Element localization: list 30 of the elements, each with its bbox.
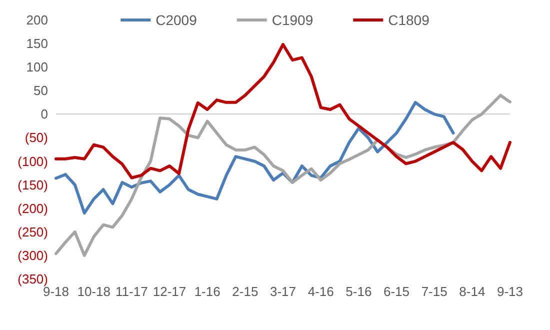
y-tick-label: 150 bbox=[26, 36, 48, 52]
x-tick-label: 7-15 bbox=[421, 284, 448, 299]
y-tick-label: (250) bbox=[18, 224, 48, 240]
x-tick-label: 5-16 bbox=[346, 284, 372, 299]
y-tick-label: (150) bbox=[18, 177, 48, 192]
legend-label: C2009 bbox=[156, 12, 198, 28]
x-tick-label: 11-17 bbox=[116, 284, 148, 299]
line-series bbox=[54, 94, 512, 257]
y-tick-label: (300) bbox=[18, 248, 48, 263]
x-tick-label: 3-17 bbox=[270, 284, 296, 299]
x-tick-label: 9-13 bbox=[496, 284, 524, 299]
x-tick-label: 4-16 bbox=[308, 284, 334, 299]
legend-label: C1809 bbox=[388, 12, 430, 28]
x-tick-label: 1-16 bbox=[194, 284, 220, 299]
x-tick-label: 12-17 bbox=[152, 284, 186, 299]
x-tick-label: 10-18 bbox=[77, 284, 110, 299]
y-tick-label: (200) bbox=[18, 200, 48, 216]
line-series bbox=[54, 100, 455, 215]
x-tick-label: 8-14 bbox=[459, 284, 486, 299]
y-tick-label: 100 bbox=[26, 60, 48, 75]
y-tick-label: 200 bbox=[26, 12, 48, 28]
x-tick-label: 2-15 bbox=[232, 284, 258, 299]
legend-label: C1909 bbox=[272, 12, 314, 28]
y-tick-label: 50 bbox=[34, 83, 48, 98]
y-tick-label: (50) bbox=[24, 130, 48, 146]
x-tick-label: 6-15 bbox=[383, 284, 410, 299]
y-tick-label: (100) bbox=[18, 154, 48, 169]
line-series bbox=[54, 42, 512, 180]
y-tick-label: (350) bbox=[18, 272, 48, 286]
y-tick-label: 0 bbox=[40, 106, 48, 122]
